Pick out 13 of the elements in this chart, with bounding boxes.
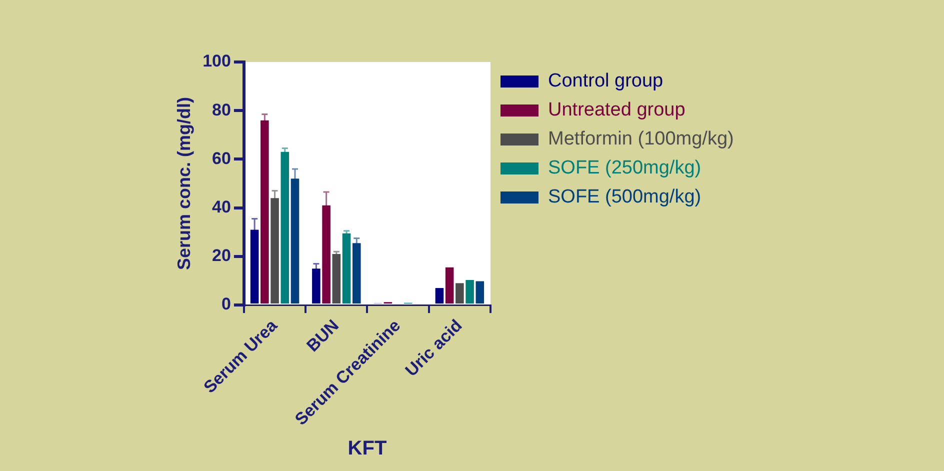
legend-label: Metformin (100mg/kg) <box>548 128 734 150</box>
legend-label: Untreated group <box>548 100 686 121</box>
y-tick-label: 40 <box>212 198 231 217</box>
y-tick-label: 60 <box>212 148 231 168</box>
y-tick-label: 100 <box>202 52 231 71</box>
legend-label: Control group <box>548 70 664 92</box>
y-tick-label: 80 <box>212 100 231 120</box>
x-axis-title: KFT <box>348 438 387 460</box>
legend-label: SOFE (500mg/kg) <box>548 186 702 208</box>
y-tick-label: 20 <box>212 246 231 266</box>
y-tick-label: 0 <box>221 294 231 314</box>
legend-label: SOFE (250mg/kg) <box>548 158 702 179</box>
y-axis-title: Serum conc. (mg/dl) <box>174 97 194 270</box>
